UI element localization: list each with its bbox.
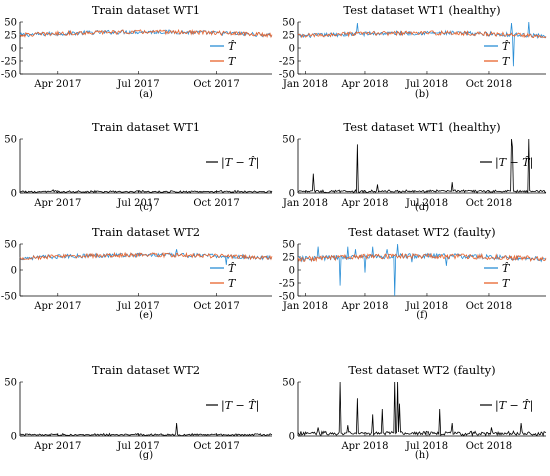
panel-5: Test dataset WT2 (faulty) 50 25 0 -25 -50Jan … — [279, 225, 547, 312]
series-line — [19, 189, 273, 194]
legend-label: T — [502, 277, 511, 290]
y-tick-label: 50 — [4, 135, 17, 146]
x-tick-label: Jan 2018 — [282, 198, 328, 209]
panel-title: Test dataset WT2 (faulty) — [348, 363, 495, 377]
series-line — [19, 28, 273, 39]
x-tick-label: Jul 2018 — [405, 441, 448, 452]
x-tick-label: Jan 2018 — [282, 79, 328, 90]
y-tick-label: -50 — [1, 70, 17, 81]
legend-label: T̂ — [228, 262, 237, 275]
series-line — [19, 422, 273, 437]
x-tick-label: Jul 2018 — [405, 198, 448, 209]
legend-label: |T − T̂| — [221, 399, 259, 413]
subfigure-label: (b) — [415, 89, 429, 100]
y-tick-label: 25 — [282, 253, 295, 264]
legend-label: T — [228, 55, 237, 68]
panel-6: Train dataset WT2 50 0 Apr 2017 Jul 2017 Oct … — [4, 363, 273, 452]
subfigure-label: (g) — [139, 450, 153, 461]
x-tick-label: Oct 2017 — [193, 79, 239, 90]
y-tick-label: 50 — [4, 18, 17, 29]
x-tick-label: Apr 2018 — [340, 441, 388, 452]
y-tick-label: 50 — [4, 378, 17, 389]
legend-label: T — [228, 277, 237, 290]
x-tick-label: Oct 2018 — [466, 441, 512, 452]
series-line — [297, 381, 547, 438]
panel-title: Train dataset WT1 — [92, 120, 200, 134]
y-tick-label: -50 — [279, 292, 295, 303]
legend-label: |T − T̂| — [495, 156, 533, 170]
x-tick-label: Jul 2017 — [116, 301, 159, 312]
y-tick-label: 0 — [11, 189, 17, 200]
panel-0: Train dataset WT1 50 25 0 -25 -50 Apr 2017 Jul … — [1, 3, 273, 90]
subfigure-label: (d) — [415, 202, 429, 213]
y-tick-label: 25 — [282, 31, 295, 42]
panel-7: Test dataset WT2 (faulty) 50 0 Apr 2018 Jul … — [282, 363, 547, 452]
subfigure-label: (h) — [415, 450, 429, 461]
x-tick-label: Jul 2017 — [116, 79, 159, 90]
x-tick-label: Apr 2017 — [33, 441, 81, 452]
x-tick-label: Jan 2018 — [282, 301, 328, 312]
series-line — [297, 252, 547, 263]
legend-label: T — [502, 55, 511, 68]
y-tick-label: 25 — [4, 31, 17, 42]
x-tick-label: Oct 2018 — [466, 198, 512, 209]
y-tick-label: -50 — [1, 292, 17, 303]
legend-label: T̂ — [502, 262, 511, 275]
y-tick-label: 50 — [282, 135, 295, 146]
panel-title: Test dataset WT1 (healthy) — [343, 120, 500, 134]
y-tick-label: -25 — [279, 279, 295, 290]
x-tick-label: Apr 2017 — [33, 79, 81, 90]
legend-label: |T − T̂| — [221, 156, 259, 170]
series-line — [19, 251, 273, 261]
y-tick-label: -50 — [279, 70, 295, 81]
y-tick-label: 0 — [289, 266, 295, 277]
panel-4: Train dataset WT2 50 0 -50 Apr 2017 Jul 2017 O… — [1, 225, 273, 312]
panel-title: Test dataset WT1 (healthy) — [343, 3, 500, 17]
subfigure-label: (c) — [139, 202, 153, 213]
x-tick-label: Apr 2017 — [33, 198, 81, 209]
y-tick-label: -25 — [1, 57, 17, 68]
y-tick-label: 50 — [282, 378, 295, 389]
panel-title: Train dataset WT1 — [92, 3, 200, 17]
legend-label: T̂ — [228, 40, 237, 53]
x-tick-label: Oct 2018 — [466, 301, 512, 312]
x-tick-label: Apr 2018 — [340, 198, 388, 209]
y-tick-label: 0 — [289, 44, 295, 55]
panel-title: Test dataset WT2 (faulty) — [348, 225, 495, 239]
subfigure-label: (a) — [139, 89, 153, 100]
x-tick-label: Jul 2017 — [116, 441, 159, 452]
y-tick-label: 0 — [289, 432, 295, 443]
x-tick-label: Apr 2018 — [340, 301, 388, 312]
x-tick-label: Apr 2018 — [340, 79, 388, 90]
x-tick-label: Jul 2018 — [405, 79, 448, 90]
y-tick-label: 0 — [11, 266, 17, 277]
x-tick-label: Apr 2017 — [33, 301, 81, 312]
series-line — [297, 29, 547, 39]
y-tick-label: 50 — [282, 18, 295, 29]
panel-title: Train dataset WT2 — [92, 363, 200, 377]
y-tick-label: 0 — [11, 44, 17, 55]
x-tick-label: Oct 2017 — [193, 441, 239, 452]
legend-label: T̂ — [502, 40, 511, 53]
x-tick-label: Oct 2017 — [193, 301, 239, 312]
x-tick-label: Jul 2018 — [405, 301, 448, 312]
x-tick-label: Jul 2017 — [116, 198, 159, 209]
y-tick-label: 0 — [11, 432, 17, 443]
y-tick-label: 50 — [4, 240, 17, 251]
panel-1: Test dataset WT1 (healthy) 50 25 0 -25 -50Jan… — [279, 3, 547, 90]
subfigure-label: (f) — [416, 310, 428, 321]
subfigure-label: (e) — [139, 310, 153, 321]
x-tick-label: Oct 2018 — [466, 79, 512, 90]
y-tick-label: -25 — [279, 57, 295, 68]
panel-title: Train dataset WT2 — [92, 225, 200, 239]
panel-2: Train dataset WT1 50 0 Apr 2017 Jul 2017 Oct … — [4, 120, 273, 209]
series-line — [297, 138, 547, 194]
y-tick-label: 50 — [282, 240, 295, 251]
legend-label: |T − T̂| — [495, 399, 533, 413]
y-tick-label: 0 — [289, 189, 295, 200]
x-tick-label: Oct 2017 — [193, 198, 239, 209]
